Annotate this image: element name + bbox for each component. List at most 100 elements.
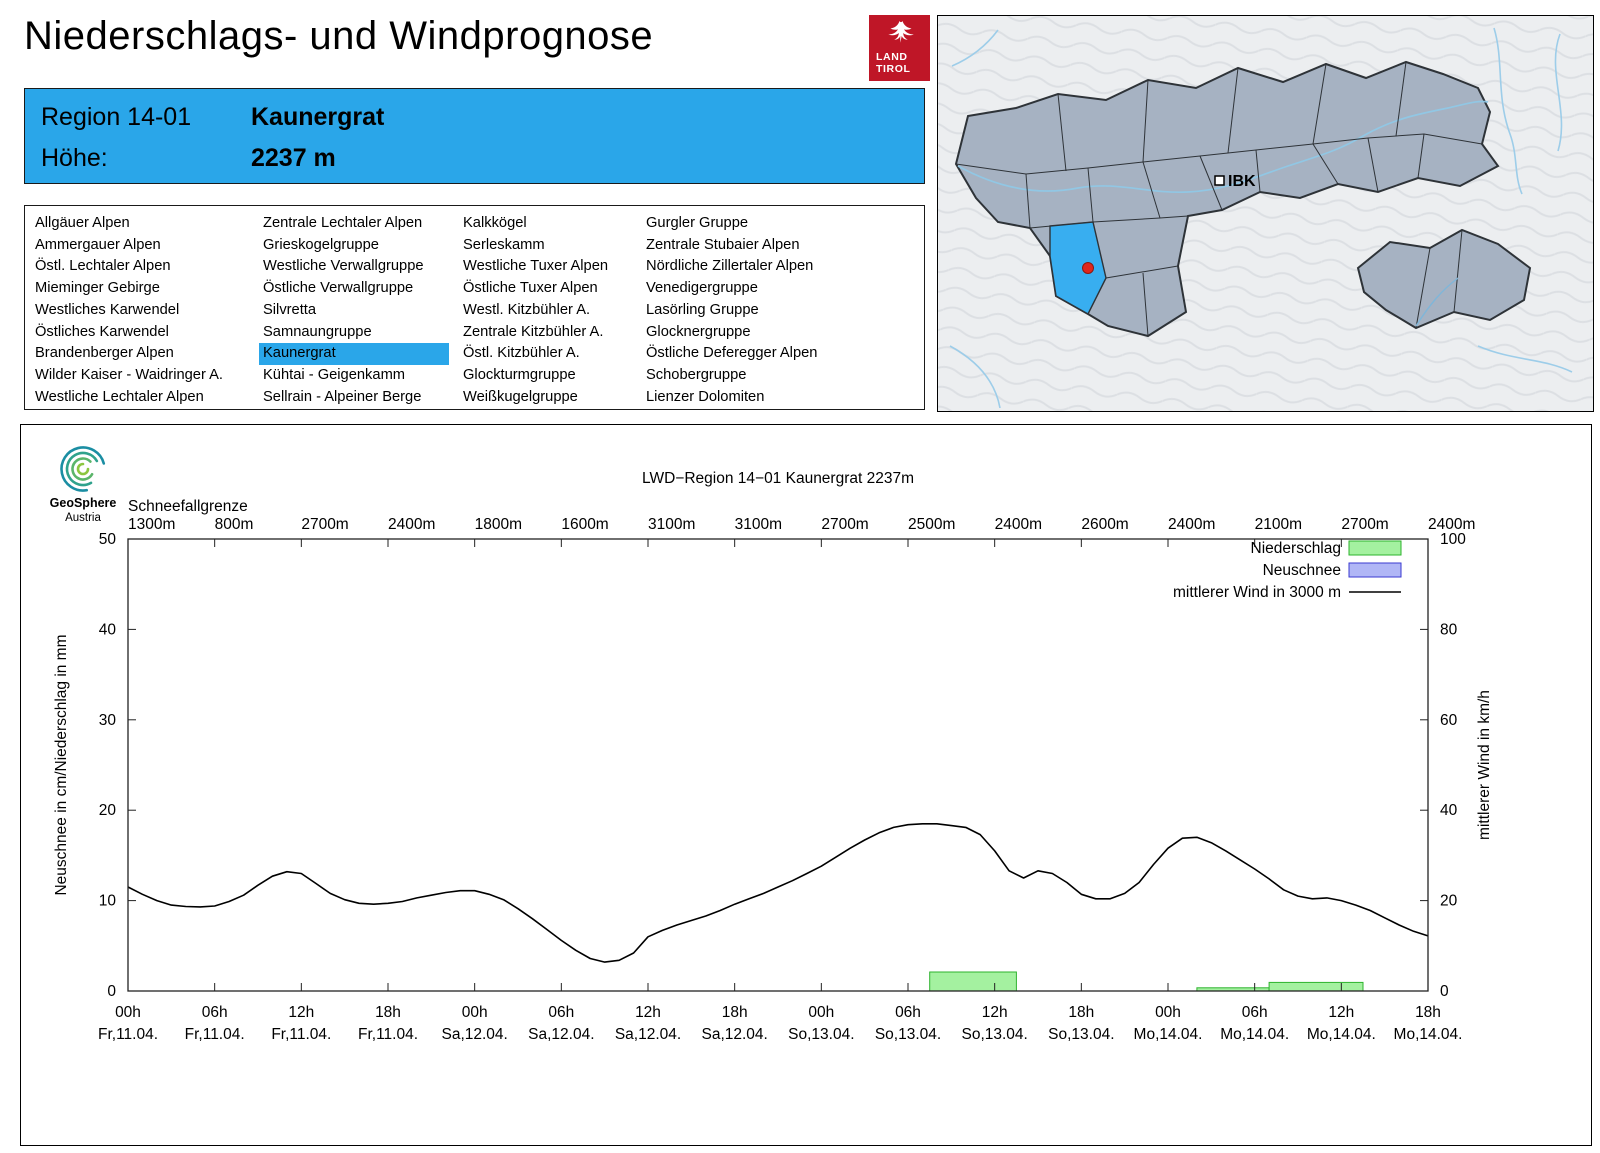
region-item[interactable]: Gurgler Gruppe <box>646 215 749 231</box>
tirol-eagle-icon <box>888 21 914 43</box>
region-item[interactable]: Schobergruppe <box>646 366 747 383</box>
region-item[interactable]: Westliche Lechtaler Alpen <box>35 388 204 405</box>
geosphere-logo: GeoSphere Austria <box>50 446 117 524</box>
snowline-value: 2600m <box>1081 516 1128 533</box>
x-tick-date: Mo,14.04. <box>1394 1026 1463 1043</box>
region-item[interactable]: Westliches Karwendel <box>35 301 180 318</box>
region-item-selected[interactable]: Kaunergrat <box>259 343 449 365</box>
x-tick-date: Mo,14.04. <box>1220 1026 1289 1043</box>
region-item[interactable]: Östl. Kitzbühler A. <box>463 345 580 362</box>
y-left-tick-label: 20 <box>99 802 117 819</box>
region-item[interactable]: Brandenberger Alpen <box>35 345 174 362</box>
region-item[interactable]: Ammergauer Alpen <box>35 236 161 253</box>
region-item[interactable]: Venedigergruppe <box>646 280 758 297</box>
x-tick-time: 12h <box>982 1004 1008 1021</box>
region-item[interactable]: Samnaungruppe <box>263 323 372 340</box>
region-item[interactable]: Glockturmgruppe <box>463 366 576 383</box>
region-item[interactable]: Lasörling Gruppe <box>646 301 759 318</box>
region-item[interactable]: Nördliche Zillertaler Alpen <box>646 258 814 275</box>
precip-bar <box>1268 981 1364 992</box>
snowline-value: 2500m <box>908 516 955 533</box>
x-tick-date: Mo,14.04. <box>1307 1026 1376 1043</box>
snowline-value: 1600m <box>561 516 608 533</box>
geosphere-name: GeoSphere <box>50 496 117 510</box>
snowline-value: 2400m <box>1168 516 1215 533</box>
forecast-chart: GeoSphere Austria LWD−Region 14−01 Kaune… <box>50 446 1493 1043</box>
region-item[interactable]: Zentrale Kitzbühler A. <box>463 323 604 340</box>
region-item[interactable]: Östliche Verwallgruppe <box>263 280 414 297</box>
region-item[interactable]: Grieskogelgruppe <box>263 236 379 253</box>
snowline-value: 2700m <box>301 516 348 533</box>
x-tick-date: So,13.04. <box>788 1026 854 1043</box>
region-item[interactable]: Westliche Tuxer Alpen <box>463 258 609 275</box>
chart-title: LWD−Region 14−01 Kaunergrat 2237m <box>642 470 914 487</box>
snowline-value: 3100m <box>648 516 695 533</box>
ylabel-left: Neuschnee in cm/Niederschlag in mm <box>53 634 70 895</box>
x-tick-date: So,13.04. <box>961 1026 1027 1043</box>
snowline-value: 2400m <box>388 516 435 533</box>
region-item[interactable]: Silvretta <box>263 301 317 318</box>
region-item[interactable]: Östliche Deferegger Alpen <box>646 345 818 362</box>
y-right-tick-label: 100 <box>1440 531 1466 548</box>
x-tick-time: 00h <box>462 1004 488 1021</box>
altitude-label: Höhe: <box>41 144 108 172</box>
map-region-selected-kaunergrat[interactable] <box>1049 221 1107 315</box>
snowline-value: 2700m <box>1341 516 1388 533</box>
region-item[interactable]: Östl. Lechtaler Alpen <box>35 258 171 275</box>
ylabel-right: mittlerer Wind in km/h <box>1476 690 1493 840</box>
y-left-tick-label: 10 <box>99 893 117 910</box>
region-item[interactable]: Weißkugelgruppe <box>463 388 578 405</box>
region-item[interactable]: Allgäuer Alpen <box>35 215 130 231</box>
x-tick-date: So,13.04. <box>1048 1026 1114 1043</box>
map-region-borders <box>955 61 1483 337</box>
region-column: Gurgler Gruppe Zentrale Stubaier Alpen Nör… <box>642 213 821 408</box>
region-item[interactable]: Zentrale Lechtaler Alpen <box>263 215 423 231</box>
region-item[interactable]: Serleskamm <box>463 236 545 253</box>
region-item[interactable]: Glocknergruppe <box>646 323 751 340</box>
tirol-map[interactable]: IBK <box>937 15 1594 412</box>
legend-box-swatch <box>1348 562 1402 578</box>
x-tick-date: Mo,14.04. <box>1134 1026 1203 1043</box>
region-item[interactable]: Kalkkögel <box>463 215 527 231</box>
forecast-chart-panel: GeoSphere Austria LWD−Region 14−01 Kaune… <box>20 424 1592 1146</box>
snowline-value: 2400m <box>1428 516 1475 533</box>
legend-label: mittlerer Wind in 3000 m <box>1173 584 1341 601</box>
x-tick-date: Fr,11.04. <box>185 1026 245 1043</box>
x-tick-date: Fr,11.04. <box>98 1026 158 1043</box>
region-label: Region 14-01 <box>41 103 192 131</box>
ibk-city-label: IBK <box>1228 173 1256 190</box>
x-tick-time: 00h <box>808 1004 834 1021</box>
x-tick-time: 06h <box>1242 1004 1268 1021</box>
x-tick-time: 18h <box>722 1004 748 1021</box>
plot-frame <box>127 538 1429 992</box>
x-tick-time: 00h <box>115 1004 141 1021</box>
x-tick-date: Sa,12.04. <box>615 1026 681 1043</box>
map-east-tirol-borders <box>1415 229 1463 329</box>
x-tick-time: 06h <box>548 1004 574 1021</box>
x-tick-date: Fr,11.04. <box>271 1026 331 1043</box>
region-item[interactable]: Westliche Verwallgruppe <box>263 258 424 275</box>
x-tick-time: 06h <box>895 1004 921 1021</box>
x-tick-time: 00h <box>1155 1004 1181 1021</box>
region-item[interactable]: Lienzer Dolomiten <box>646 388 765 405</box>
region-item[interactable]: Westl. Kitzbühler A. <box>463 301 591 318</box>
region-item[interactable]: Mieminger Gebirge <box>35 280 160 297</box>
region-item[interactable]: Zentrale Stubaier Alpen <box>646 236 800 253</box>
region-item[interactable]: Östliche Tuxer Alpen <box>463 280 598 297</box>
region-item[interactable]: Kühtai - Geigenkamm <box>263 366 406 383</box>
brand-line2: TIROL <box>876 63 911 76</box>
region-item[interactable]: Sellrain - Alpeiner Berge <box>263 388 422 405</box>
x-tick-date: Sa,12.04. <box>441 1026 507 1043</box>
x-tick-date: Sa,12.04. <box>528 1026 594 1043</box>
page-title: Niederschlags- und Windprognose <box>24 14 654 58</box>
y-right-tick-label: 80 <box>1440 621 1458 638</box>
land-tirol-logo: LAND TIROL <box>869 15 930 81</box>
region-column: Zentrale Lechtaler Alpen Grieskogelgruppe… <box>259 213 449 408</box>
snowline-value: 2400m <box>995 516 1042 533</box>
region-item[interactable]: Östliches Karwendel <box>35 323 169 340</box>
legend-label: Niederschlag <box>1251 540 1341 557</box>
region-item[interactable]: Wilder Kaiser - Waidringer A. <box>35 366 223 383</box>
y-right-tick-label: 60 <box>1440 712 1458 729</box>
isel-river <box>1415 277 1459 327</box>
